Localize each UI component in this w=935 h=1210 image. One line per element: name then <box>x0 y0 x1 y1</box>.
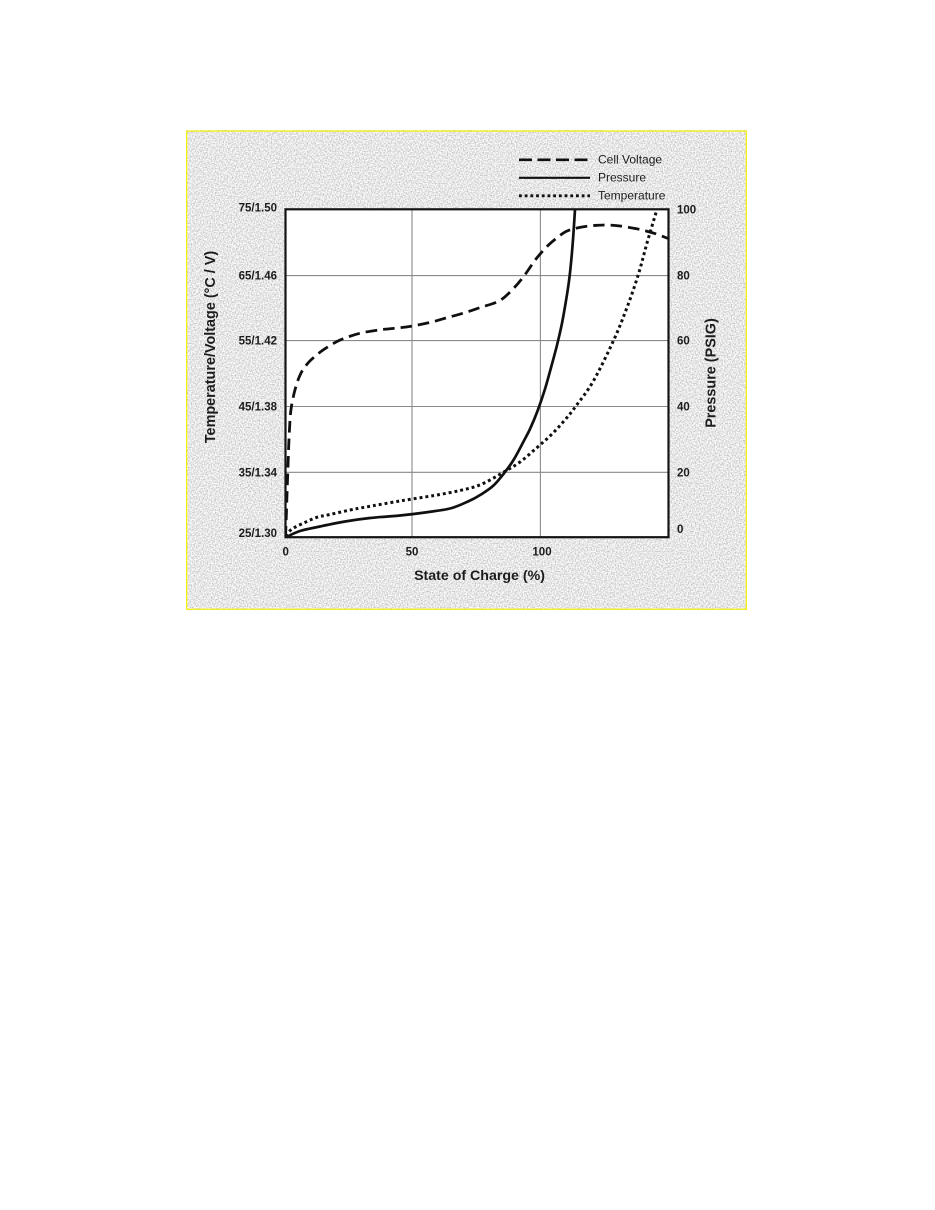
svg-text:55/1.42: 55/1.42 <box>239 336 277 348</box>
svg-text:45/1.38: 45/1.38 <box>239 402 278 414</box>
svg-text:20: 20 <box>677 467 690 479</box>
svg-text:40: 40 <box>677 402 690 414</box>
svg-text:0: 0 <box>677 524 683 536</box>
svg-text:Cell Voltage: Cell Voltage <box>598 153 662 167</box>
svg-text:Pressure: Pressure <box>598 171 646 185</box>
svg-text:100: 100 <box>677 205 696 217</box>
svg-text:100: 100 <box>532 547 551 559</box>
svg-text:35/1.34: 35/1.34 <box>239 467 278 479</box>
svg-text:80: 80 <box>677 271 690 283</box>
svg-text:0: 0 <box>282 547 288 559</box>
svg-text:65/1.46: 65/1.46 <box>239 271 277 283</box>
svg-text:25/1.30: 25/1.30 <box>239 528 277 540</box>
svg-text:Pressure (PSIG): Pressure (PSIG) <box>704 318 720 428</box>
svg-text:50: 50 <box>406 547 419 559</box>
svg-text:Temperature: Temperature <box>598 189 666 203</box>
svg-text:State of Charge (%): State of Charge (%) <box>414 568 545 584</box>
svg-text:60: 60 <box>677 336 690 348</box>
svg-text:75/1.50: 75/1.50 <box>239 202 277 214</box>
svg-text:Temperature/Voltage (°C / V): Temperature/Voltage (°C / V) <box>203 251 219 444</box>
